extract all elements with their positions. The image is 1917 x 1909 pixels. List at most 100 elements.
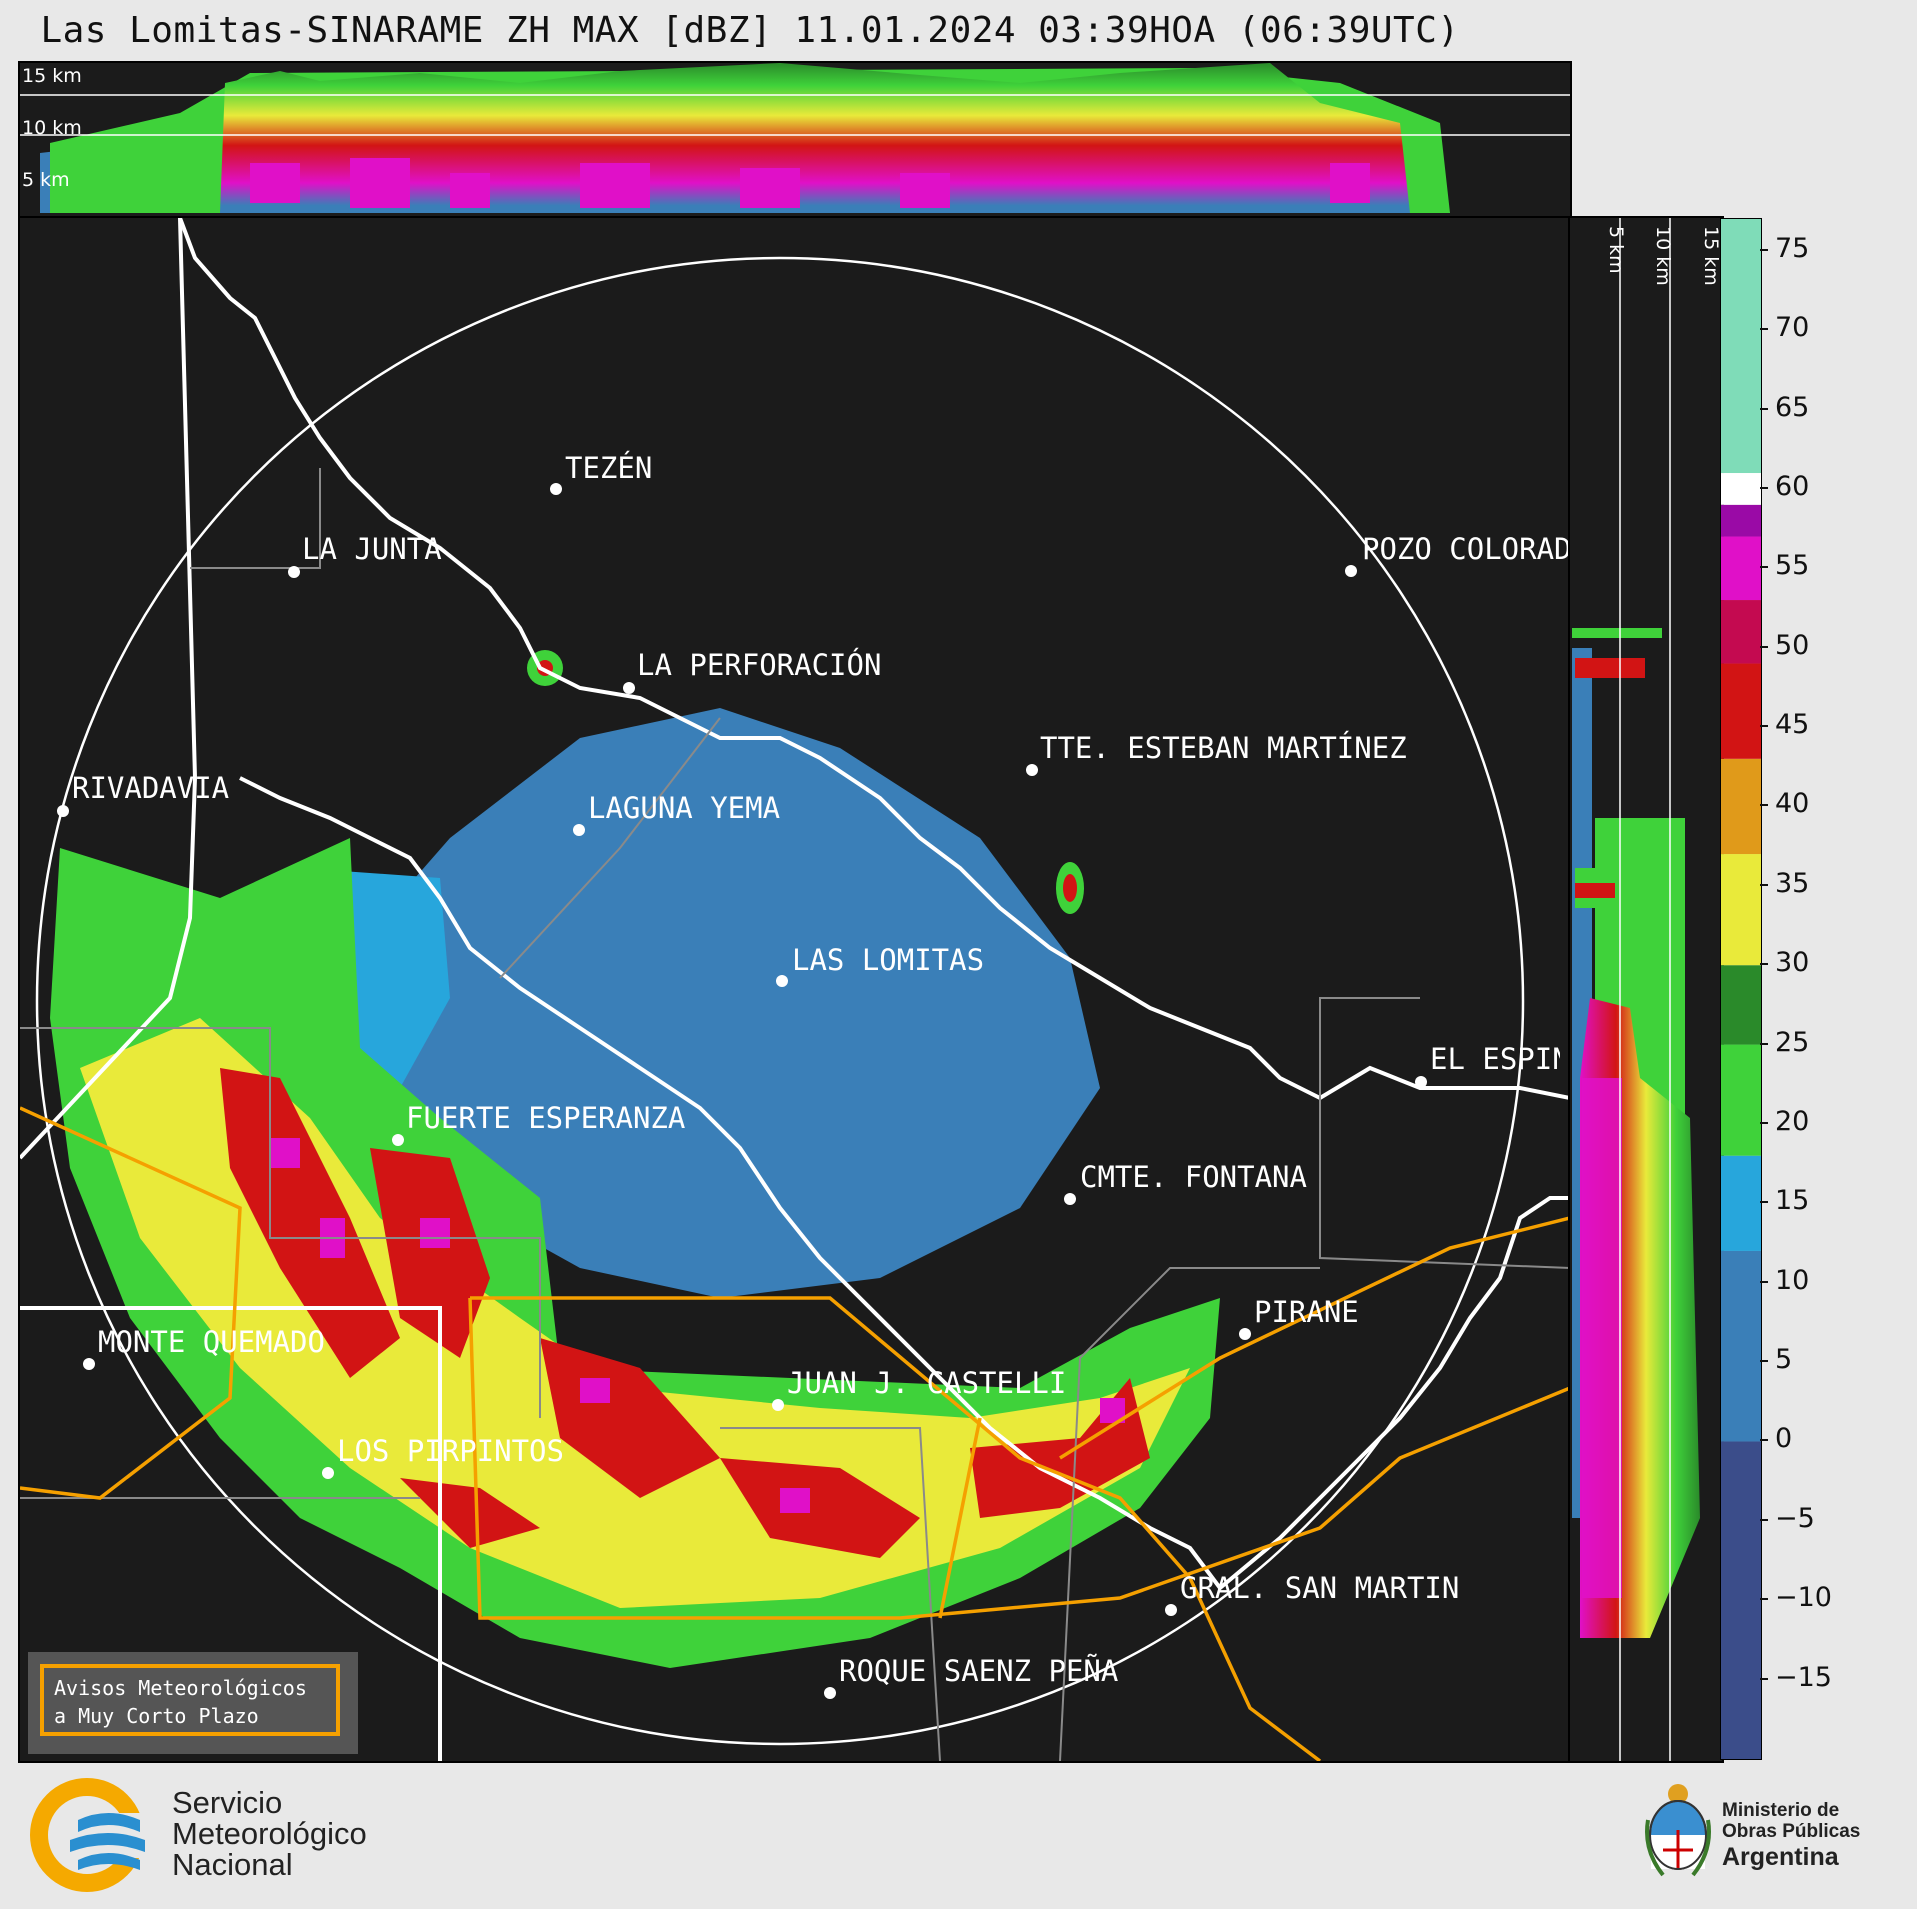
side-label-5km: 5 km (1605, 226, 1627, 274)
colorbar-segment-0 (1721, 1441, 1761, 1759)
province-border-2 (239, 776, 1570, 1591)
city-label-laguna-yema: LAGUNA YEMA (588, 791, 781, 825)
colorbar-tick-label: 40 (1775, 788, 1810, 820)
city-label-tte-esteban-martinez: TTE. ESTEBAN MARTÍNEZ (1040, 731, 1407, 765)
colorbar-segment-11 (1721, 473, 1761, 505)
city-label-roque-saenz-pena: ROQUE SAENZ PEÑA (839, 1654, 1119, 1688)
city-label-las-lomitas: LAS LOMITAS (792, 943, 985, 977)
radar-map[interactable]: TEZÉN LA JUNTA POZO COLORADO LA PERFORAC… (18, 216, 1572, 1763)
avisos-box[interactable]: Avisos Meteorológicos a Muy Corto Plazo (28, 1652, 358, 1754)
colorbar-tick-label: 60 (1775, 470, 1810, 502)
colorbar-tick-mark (1760, 1518, 1768, 1521)
colorbar-tick-mark (1760, 1121, 1768, 1124)
ministerio-line1: Ministerio de (1722, 1800, 1840, 1821)
colorbar-tick-mark (1760, 407, 1768, 410)
colorbar (1720, 218, 1762, 1760)
city-label-pozo-colorado: POZO COLORADO (1362, 532, 1572, 566)
colorbar-segment-1 (1721, 1250, 1761, 1442)
colorbar-segment-12 (1721, 219, 1761, 474)
colorbar-segment-10 (1721, 504, 1761, 537)
smn-name: Servicio Meteorológico Nacional (172, 1787, 367, 1880)
colorbar-segment-5 (1721, 854, 1761, 966)
smn-logo-icon (30, 1778, 160, 1892)
colorbar-tick-mark (1760, 1677, 1768, 1680)
top-label-5km: 5 km (22, 169, 70, 191)
city-label-gral-san-martin: GRAL. SAN MARTIN (1180, 1571, 1460, 1605)
colorbar-tick-label: 25 (1775, 1026, 1810, 1058)
city-label-la-junta: LA JUNTA (302, 532, 442, 566)
colorbar-tick-label: 70 (1775, 312, 1810, 344)
smn-line1: Servicio (172, 1785, 283, 1820)
colorbar-tick-mark (1760, 963, 1768, 966)
city-label-los-pirpintos: LOS PIRPINTOS (337, 1434, 564, 1468)
top-profile-echo (20, 63, 1570, 213)
side-vertical-profile: 5 km 10 km 15 km (1568, 216, 1724, 1763)
colorbar-segment-3 (1721, 1044, 1761, 1156)
avisos-line1: Avisos Meteorológicos (54, 1676, 307, 1700)
colorbar-tick-mark (1760, 1360, 1768, 1363)
colorbar-tick-label: −15 (1775, 1661, 1832, 1693)
colorbar-tick-label: 15 (1775, 1185, 1810, 1217)
city-label-rivadavia: RIVADAVIA (72, 771, 230, 805)
city-label-la-perforacion: LA PERFORACIÓN (637, 648, 882, 682)
colorbar-tick-label: 30 (1775, 947, 1810, 979)
colorbar-tick-label: 45 (1775, 709, 1810, 741)
radar-map-graphics (20, 218, 1570, 1761)
top-label-15km: 15 km (22, 65, 82, 87)
top-label-10km: 10 km (22, 117, 82, 139)
colorbar-tick-label: 20 (1775, 1105, 1810, 1137)
yellow-echo (80, 1018, 1190, 1608)
colorbar-segment-9 (1721, 536, 1761, 601)
colorbar-tick-label: 55 (1775, 550, 1810, 582)
smn-line2: Meteorológico (172, 1816, 367, 1851)
colorbar-segment-6 (1721, 758, 1761, 855)
city-label-juan-j-castelli: JUAN J. CASTELLI (787, 1366, 1067, 1400)
province-border (178, 218, 1570, 1101)
avisos-line2: a Muy Corto Plazo (54, 1704, 259, 1728)
colorbar-tick-mark (1760, 1042, 1768, 1045)
colorbar-tick-mark (1760, 804, 1768, 807)
colorbar-tick-mark (1760, 725, 1768, 728)
smn-line3: Nacional (172, 1847, 293, 1882)
side-label-10km: 10 km (1652, 226, 1674, 286)
colorbar-tick-label: 10 (1775, 1264, 1810, 1296)
colorbar-tick-mark (1760, 1201, 1768, 1204)
side-label-15km: 15 km (1700, 226, 1722, 286)
city-label-el-espinillo: EL ESPINILLO (1430, 1042, 1560, 1076)
colorbar-tick-label: 50 (1775, 629, 1810, 661)
colorbar-tick-label: 0 (1775, 1423, 1793, 1455)
colorbar-tick-mark (1760, 883, 1768, 886)
colorbar-tick-mark (1760, 328, 1768, 331)
colorbar-tick-label: −10 (1775, 1582, 1832, 1614)
colorbar-tick-mark (1760, 1439, 1768, 1442)
colorbar-tick-mark (1760, 1598, 1768, 1601)
ministerio-name: Ministerio de Obras Públicas Argentina (1722, 1800, 1860, 1872)
city-label-tezen: TEZÉN (565, 451, 653, 485)
colorbar-tick-label: 75 (1775, 232, 1810, 264)
colorbar-tick-mark (1760, 645, 1768, 648)
colorbar-tick-label: 5 (1775, 1344, 1793, 1376)
colorbar-tick-mark (1760, 1280, 1768, 1283)
colorbar-segment-4 (1721, 965, 1761, 1045)
ministerio-line3: Argentina (1722, 1843, 1839, 1871)
ministerio-line2: Obras Públicas (1722, 1821, 1861, 1842)
weak-echo-area (320, 708, 1100, 1298)
city-label-pirane: PIRANE (1254, 1295, 1359, 1329)
colorbar-segment-2 (1721, 1155, 1761, 1251)
side-profile-echo (1572, 218, 1700, 1761)
colorbar-tick-label: −5 (1775, 1502, 1815, 1534)
colorbar-tick-mark (1760, 566, 1768, 569)
city-label-monte-quemado: MONTE QUEMADO (98, 1325, 325, 1359)
city-label-cmte-fontana: CMTE. FONTANA (1080, 1160, 1307, 1194)
top-vertical-profile: 15 km 10 km 5 km (18, 61, 1572, 220)
page-title: Las Lomitas-SINARAME ZH MAX [dBZ] 11.01.… (40, 10, 1460, 51)
colorbar-tick-mark (1760, 486, 1768, 489)
colorbar-tick-label: 35 (1775, 867, 1810, 899)
colorbar-tick-label: 65 (1775, 391, 1810, 423)
city-label-fuerte-esperanza: FUERTE ESPERANZA (406, 1101, 686, 1135)
range-ring (35, 256, 1525, 1746)
colorbar-tick-mark (1760, 248, 1768, 251)
coat-of-arms-icon (1645, 1784, 1711, 1877)
colorbar-segment-7 (1721, 663, 1761, 759)
colorbar-segment-8 (1721, 600, 1761, 664)
